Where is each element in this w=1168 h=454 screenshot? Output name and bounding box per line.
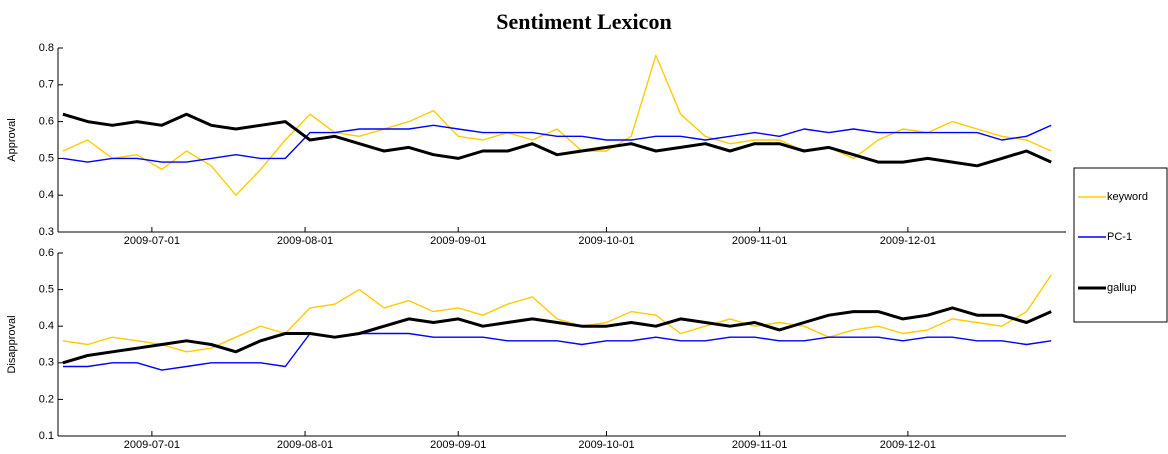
series-line [62, 274, 1052, 353]
legend-label: PC-1 [1107, 231, 1132, 243]
x-tick-label: 2009-10-01 [578, 439, 634, 451]
x-tick-label: 2009-08-01 [277, 439, 333, 451]
y-tick-label: 0.6 [39, 116, 54, 128]
y-axis-label: Approval [6, 118, 18, 161]
x-tick-label: 2009-10-01 [578, 235, 634, 247]
chart-title: Sentiment Lexicon [496, 9, 671, 34]
x-tick-label: 2009-07-01 [124, 439, 180, 451]
legend-label: gallup [1107, 282, 1136, 294]
x-tick-label: 2009-09-01 [430, 439, 486, 451]
legend-box [1073, 167, 1168, 323]
x-tick-label: 2009-07-01 [124, 235, 180, 247]
series-line [62, 54, 1052, 196]
x-tick-label: 2009-11-01 [732, 235, 787, 247]
series-line [62, 306, 1052, 365]
y-tick-label: 0.3 [39, 357, 54, 369]
x-tick-label: 2009-09-01 [430, 235, 486, 247]
y-tick-label: 0.3 [39, 226, 54, 238]
x-tick-label: 2009-11-01 [732, 439, 787, 451]
x-tick-label: 2009-08-01 [277, 235, 333, 247]
series-line [62, 332, 1052, 371]
y-tick-label: 0.1 [39, 430, 54, 442]
series-line [62, 112, 1052, 168]
y-tick-label: 0.6 [39, 247, 54, 259]
y-tick-label: 0.2 [39, 393, 54, 405]
x-tick-label: 2009-12-01 [880, 235, 936, 247]
y-tick-label: 0.4 [39, 320, 54, 332]
y-tick-label: 0.5 [39, 284, 54, 296]
legend-label: keyword [1107, 191, 1148, 203]
y-tick-label: 0.8 [39, 42, 54, 54]
series-line [62, 124, 1052, 163]
x-tick-label: 2009-12-01 [880, 439, 936, 451]
y-tick-label: 0.5 [39, 152, 54, 164]
y-axis-label: Disapproval [6, 315, 18, 373]
y-tick-label: 0.4 [39, 189, 54, 201]
y-tick-label: 0.7 [39, 79, 54, 91]
